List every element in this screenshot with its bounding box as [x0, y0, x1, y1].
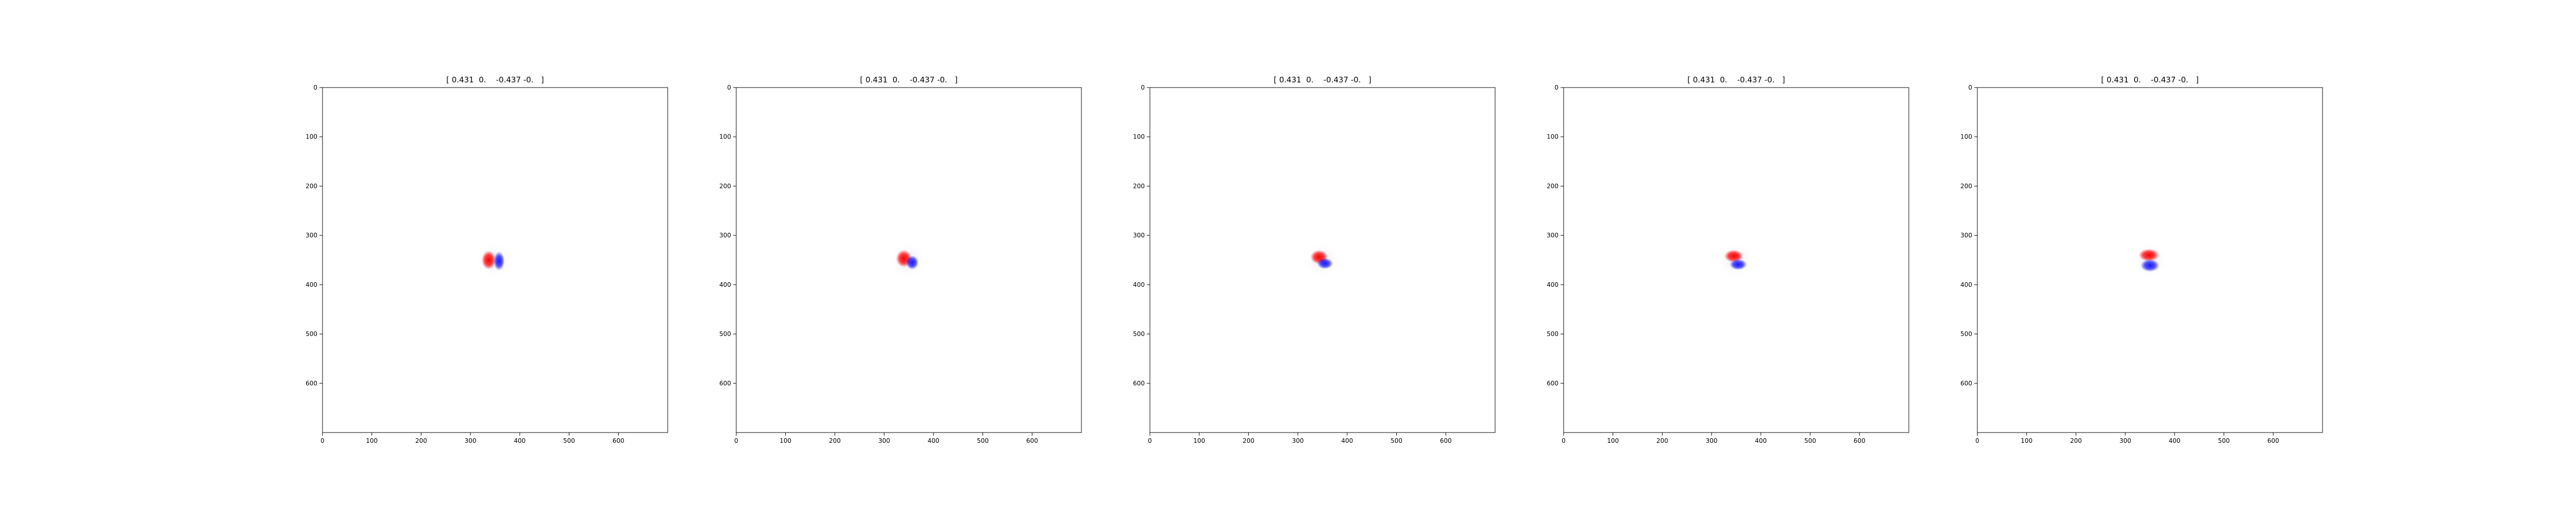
y-tick-label: 500	[1133, 331, 1145, 338]
y-tick-label: 0	[1554, 84, 1558, 91]
heatmap-blob-negative	[2140, 259, 2160, 272]
x-tick-label: 200	[415, 437, 427, 444]
x-tick-label: 600	[1026, 437, 1038, 444]
axes-frame	[1977, 87, 2323, 433]
x-tick-label: 400	[927, 437, 939, 444]
y-tick-label: 0	[727, 84, 731, 91]
axes-frame	[1563, 87, 1909, 433]
y-tick-label: 600	[719, 380, 731, 387]
x-tick-label: 100	[779, 437, 791, 444]
y-tick-label: 0	[1968, 84, 1972, 91]
y-tick-label: 0	[1141, 84, 1145, 91]
panel-3: [ 0.431 0. -0.437 -0. ] 0 100 200 300 400 500 6…	[1133, 75, 1496, 444]
x-tick-label: 600	[1440, 437, 1452, 444]
x-tick-label: 200	[2070, 437, 2082, 444]
heatmap-blob-positive	[2139, 249, 2159, 262]
y-tick-label: 100	[1547, 133, 1558, 141]
x-tick-label: 100	[1193, 437, 1205, 444]
y-tick-label: 100	[306, 133, 317, 141]
panel-2: [ 0.431 0. -0.437 -0. ] 0 100 200 300 400 500 6…	[719, 75, 1082, 444]
x-tick-label: 400	[1755, 437, 1767, 444]
y-tick-label: 600	[1960, 380, 1972, 387]
y-tick-label: 200	[1133, 182, 1145, 189]
heatmap-blob-positive	[481, 250, 496, 270]
chart-title: [ 0.431 0. -0.437 -0. ]	[2101, 75, 2199, 84]
heatmap-field	[889, 242, 927, 280]
chart-title: [ 0.431 0. -0.437 -0. ]	[860, 75, 958, 84]
y-tick-label: 500	[719, 331, 731, 338]
x-tick-label: 0	[1562, 437, 1566, 444]
heatmap-blob-negative	[1317, 257, 1333, 269]
y-tick-label: 200	[306, 182, 317, 189]
x-tick-label: 300	[465, 437, 477, 444]
x-tick-label: 400	[1341, 437, 1353, 444]
y-tick-label: 500	[1960, 331, 1972, 338]
x-tick-label: 0	[1148, 437, 1152, 444]
heatmap-field	[2130, 242, 2168, 279]
y-tick-label: 200	[1960, 182, 1972, 189]
y-tick-label: 400	[306, 281, 317, 288]
y-tick-label: 500	[306, 331, 317, 338]
x-tick-label: 500	[563, 437, 575, 444]
heatmap-field	[475, 242, 513, 280]
axes-frame	[322, 87, 668, 433]
chart-title: [ 0.431 0. -0.437 -0. ]	[446, 75, 544, 84]
y-tick-label: 400	[1133, 281, 1145, 288]
x-tick-label: 300	[878, 437, 890, 444]
y-tick-label: 500	[1547, 331, 1558, 338]
x-tick-label: 600	[1854, 437, 1866, 444]
y-tick-label: 100	[719, 133, 731, 141]
x-tick-label: 400	[2168, 437, 2180, 444]
axes-frame	[736, 87, 1082, 433]
heatmap-blob-negative	[1729, 258, 1747, 270]
y-tick-label: 600	[1547, 380, 1558, 387]
y-tick-label: 300	[719, 232, 731, 239]
y-tick-label: 600	[1133, 380, 1145, 387]
y-tick-label: 0	[313, 84, 317, 91]
x-tick-label: 300	[1706, 437, 1718, 444]
y-tick-label: 300	[1133, 232, 1145, 239]
y-tick-label: 400	[719, 281, 731, 288]
x-tick-label: 500	[1804, 437, 1816, 444]
panel-4: [ 0.431 0. -0.437 -0. ] 0 100 200 300 400 500 6…	[1547, 75, 1909, 444]
x-tick-label: 0	[320, 437, 325, 444]
heatmap-field	[1303, 242, 1341, 279]
x-tick-label: 200	[829, 437, 841, 444]
x-tick-label: 500	[2218, 437, 2230, 444]
y-tick-label: 300	[1960, 232, 1972, 239]
x-tick-label: 300	[1292, 437, 1304, 444]
y-tick-label: 300	[306, 232, 317, 239]
panel-1: [ 0.431 0. -0.437 -0. ] 0 100 200 300 400 500 6…	[306, 75, 668, 444]
y-tick-label: 300	[1547, 232, 1558, 239]
y-tick-label: 200	[1547, 182, 1558, 189]
x-tick-label: 100	[1607, 437, 1619, 444]
x-tick-label: 0	[1975, 437, 1979, 444]
x-tick-label: 500	[1391, 437, 1402, 444]
x-tick-label: 200	[1243, 437, 1255, 444]
panel-5: [ 0.431 0. -0.437 -0. ] 0 100 200 300 400 500 6…	[1960, 75, 2323, 444]
heatmap-field	[1717, 242, 1755, 279]
chart-title: [ 0.431 0. -0.437 -0. ]	[1274, 75, 1371, 84]
x-tick-label: 0	[734, 437, 738, 444]
x-tick-label: 100	[366, 437, 378, 444]
y-tick-label: 200	[719, 182, 731, 189]
x-tick-label: 500	[977, 437, 989, 444]
x-tick-label: 400	[514, 437, 526, 444]
x-tick-label: 600	[2267, 437, 2279, 444]
y-tick-label: 400	[1547, 281, 1558, 288]
chart-title: [ 0.431 0. -0.437 -0. ]	[1687, 75, 1785, 84]
x-tick-label: 100	[2021, 437, 2032, 444]
heatmap-blob-negative	[906, 255, 919, 270]
y-tick-label: 600	[306, 380, 317, 387]
y-tick-label: 100	[1960, 133, 1972, 141]
x-tick-label: 600	[613, 437, 624, 444]
x-tick-label: 200	[1656, 437, 1668, 444]
x-tick-label: 300	[2120, 437, 2131, 444]
y-tick-label: 400	[1960, 281, 1972, 288]
heatmap-blob-negative	[493, 251, 505, 271]
axes-frame	[1149, 87, 1496, 433]
y-tick-label: 100	[1133, 133, 1145, 141]
